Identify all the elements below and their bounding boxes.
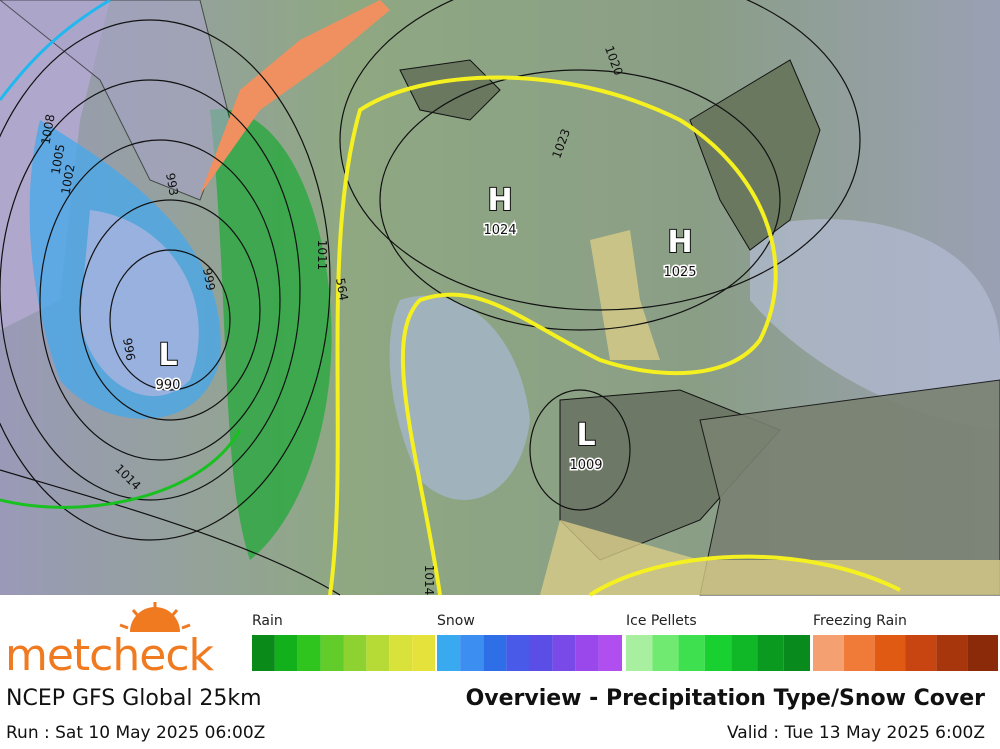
legend-swatch: [529, 635, 553, 671]
legend-swatch: [874, 635, 906, 671]
valid-time: Valid : Tue 13 May 2025 6:00Z: [727, 723, 985, 743]
chart-title: Overview - Precipitation Type/Snow Cover: [466, 686, 986, 711]
legend-swatch: [967, 635, 998, 671]
isobar-label: 1005: [49, 143, 68, 176]
legend-label: Rain: [252, 613, 283, 629]
legend-swatch: [297, 635, 321, 671]
legend-swatch: [757, 635, 784, 671]
pressure-center-letter: L: [158, 338, 177, 373]
legend-swatch: [552, 635, 576, 671]
legend-swatch: [626, 635, 653, 671]
pressure-center-letter: H: [667, 225, 692, 260]
legend-swatch: [731, 635, 758, 671]
model-name: NCEP GFS Global 25km: [6, 686, 262, 711]
isobar-label: 1002: [59, 163, 78, 196]
isobar-label: 993: [163, 172, 181, 197]
legend-swatch: [320, 635, 344, 671]
legend-swatch: [783, 635, 810, 671]
legend-swatch: [678, 635, 705, 671]
legend-swatch: [412, 635, 435, 671]
legend-swatch: [252, 635, 275, 671]
legend-swatch: [483, 635, 507, 671]
isobar-label: 996: [120, 337, 138, 362]
legend-swatch: [704, 635, 732, 671]
legend-swatch: [366, 635, 390, 671]
run-time: Run : Sat 10 May 2025 06:00Z: [6, 723, 265, 743]
legend-swatch: [343, 635, 367, 671]
legend-swatch: [598, 635, 622, 671]
logo-sun: [119, 602, 191, 632]
isobar-label: 999: [200, 267, 218, 292]
isobar-label: 1011: [315, 240, 329, 271]
logo: metcheck: [5, 630, 215, 681]
legend-label: Snow: [437, 613, 475, 629]
pressure-center-value: 990: [156, 378, 181, 393]
legend-swatch: [460, 635, 484, 671]
legend-swatch: [843, 635, 875, 671]
pressure-center-value: 1009: [569, 458, 602, 473]
legend-label: Ice Pellets: [626, 613, 697, 629]
thickness-label: 564: [333, 277, 351, 302]
legend-swatch: [389, 635, 413, 671]
legend-swatch: [652, 635, 679, 671]
pressure-center-value: 1025: [663, 265, 696, 280]
pressure-center-value: 1024: [483, 223, 516, 238]
legend-swatch: [274, 635, 298, 671]
pressure-center-letter: L: [576, 418, 595, 453]
legend-swatch: [575, 635, 599, 671]
legend-swatch: [905, 635, 937, 671]
isobar-label: 1008: [39, 113, 58, 146]
legend-swatch: [437, 635, 461, 671]
pressure-center-letter: H: [487, 183, 512, 218]
isobar-label: 1014: [422, 565, 436, 596]
isobars: [0, 0, 901, 597]
map-background: [0, 0, 1000, 596]
legend-swatch: [506, 635, 530, 671]
legend-label: Freezing Rain: [813, 613, 907, 629]
legend-swatch: [936, 635, 968, 671]
legend-swatch: [813, 635, 844, 671]
